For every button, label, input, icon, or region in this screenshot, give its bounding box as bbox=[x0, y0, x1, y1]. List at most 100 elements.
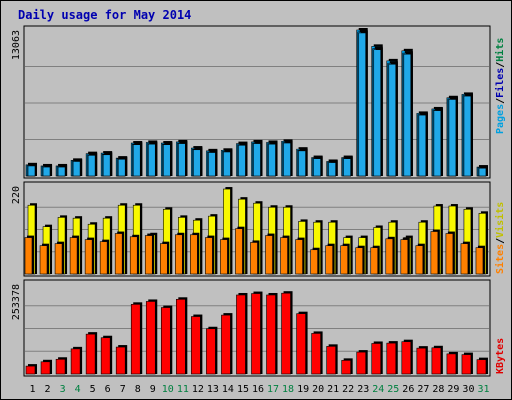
kbytes-bar bbox=[100, 337, 111, 375]
pages-bar bbox=[328, 162, 336, 177]
pages-bar bbox=[42, 166, 51, 177]
x-tick-label: 2 bbox=[45, 384, 51, 395]
sites-bar bbox=[190, 234, 198, 275]
sites-bar bbox=[475, 247, 484, 275]
pages-bar bbox=[87, 155, 96, 177]
kbytes-bar bbox=[251, 293, 261, 375]
sites-bar bbox=[235, 228, 243, 275]
legend-hits-panel-part: Hits bbox=[494, 38, 506, 62]
x-tick-label: 29 bbox=[447, 384, 459, 395]
x-tick-label: 23 bbox=[357, 384, 369, 395]
sites-bar bbox=[54, 243, 63, 275]
sites-bar bbox=[84, 239, 93, 275]
pages-bar bbox=[57, 166, 66, 177]
pages-bar bbox=[253, 143, 261, 177]
x-tick-label: 27 bbox=[417, 384, 429, 395]
sites-bar bbox=[340, 245, 348, 275]
sites-bar bbox=[400, 239, 409, 275]
pages-bar bbox=[27, 165, 36, 177]
kbytes-bar bbox=[236, 294, 246, 375]
kbytes-bar bbox=[191, 316, 201, 375]
x-tick-label: 20 bbox=[312, 384, 324, 395]
kbytes-bar bbox=[266, 294, 276, 375]
kbytes-bar bbox=[55, 358, 66, 375]
panel-hits-max-label: 13063 bbox=[11, 30, 22, 60]
x-tick-label: 28 bbox=[432, 384, 444, 395]
sites-bar bbox=[415, 245, 424, 275]
x-tick-label: 14 bbox=[222, 384, 234, 395]
kbytes-bar bbox=[25, 365, 36, 375]
pages-bar bbox=[373, 49, 382, 177]
x-tick-label: 19 bbox=[297, 384, 309, 395]
sites-bar bbox=[325, 245, 333, 275]
legend-hits-panel-part: Files bbox=[494, 68, 506, 98]
kbytes-bar bbox=[326, 346, 336, 375]
x-tick-label: 15 bbox=[237, 384, 249, 395]
pages-bar bbox=[343, 158, 351, 177]
kbytes-bar bbox=[206, 328, 216, 375]
pages-bar bbox=[238, 144, 246, 177]
sites-bar bbox=[295, 239, 303, 275]
x-tick-label: 8 bbox=[135, 384, 141, 395]
x-tick-label: 30 bbox=[462, 384, 474, 395]
x-tick-label: 18 bbox=[282, 384, 294, 395]
kbytes-bar bbox=[130, 304, 141, 375]
sites-bar bbox=[205, 237, 213, 275]
sites-bar bbox=[129, 236, 138, 275]
pages-bar bbox=[208, 152, 216, 177]
sites-bar bbox=[460, 243, 469, 275]
x-tick-label: 11 bbox=[177, 384, 189, 395]
pages-bar bbox=[117, 158, 126, 177]
panel-visits-max-label: 220 bbox=[11, 186, 22, 204]
pages-bar bbox=[132, 144, 141, 177]
pages-bar bbox=[448, 99, 457, 177]
kbytes-bar bbox=[476, 359, 487, 375]
sites-bar bbox=[265, 235, 273, 275]
sites-bar bbox=[99, 241, 108, 275]
kbytes-bar bbox=[40, 361, 51, 375]
x-tick-label: 6 bbox=[105, 384, 111, 395]
x-tick-label: 12 bbox=[192, 384, 204, 395]
kbytes-bar bbox=[221, 314, 231, 375]
pages-bar bbox=[72, 161, 81, 177]
pages-bar bbox=[478, 167, 487, 177]
x-tick-label: 10 bbox=[162, 384, 174, 395]
legend-hits-panel-separator: / bbox=[495, 98, 506, 104]
sites-bar bbox=[175, 234, 183, 275]
kbytes-bar bbox=[296, 313, 306, 375]
kbytes-bar bbox=[311, 333, 321, 375]
kbytes-bar bbox=[461, 354, 472, 375]
pages-bar bbox=[433, 110, 442, 177]
x-tick-label: 25 bbox=[387, 384, 399, 395]
chart-title: Daily usage for May 2014 bbox=[18, 8, 192, 22]
sites-bar bbox=[430, 231, 439, 275]
x-tick-label: 16 bbox=[252, 384, 264, 395]
pages-bar bbox=[102, 154, 111, 177]
kbytes-bar bbox=[386, 342, 397, 375]
x-tick-label: 24 bbox=[372, 384, 384, 395]
pages-bar bbox=[162, 144, 171, 177]
pages-bar bbox=[268, 143, 276, 177]
sites-bar bbox=[24, 237, 33, 275]
sites-bar bbox=[220, 239, 228, 275]
sites-bar bbox=[385, 238, 394, 275]
kbytes-bar bbox=[356, 351, 367, 375]
kbytes-bar bbox=[431, 347, 442, 375]
pages-bar bbox=[283, 142, 291, 177]
pages-bar bbox=[418, 114, 427, 177]
legend-visits-panel-separator: / bbox=[495, 238, 506, 244]
kbytes-bar bbox=[341, 360, 351, 375]
kbytes-bar bbox=[115, 346, 126, 375]
sites-bar bbox=[370, 247, 379, 275]
x-tick-label: 4 bbox=[75, 384, 81, 395]
sites-bar bbox=[69, 237, 78, 275]
kbytes-bar bbox=[416, 347, 427, 375]
kbytes-bar bbox=[446, 353, 457, 375]
pages-bar bbox=[403, 53, 412, 177]
panel-kbytes-max-label: 253378 bbox=[11, 284, 22, 320]
sites-bar bbox=[355, 247, 364, 275]
x-tick-label: 1 bbox=[30, 384, 36, 395]
x-tick-label: 9 bbox=[150, 384, 156, 395]
legend-visits-panel-part: Visits bbox=[494, 202, 506, 238]
legend-hits-panel-part: Pages bbox=[495, 104, 506, 134]
